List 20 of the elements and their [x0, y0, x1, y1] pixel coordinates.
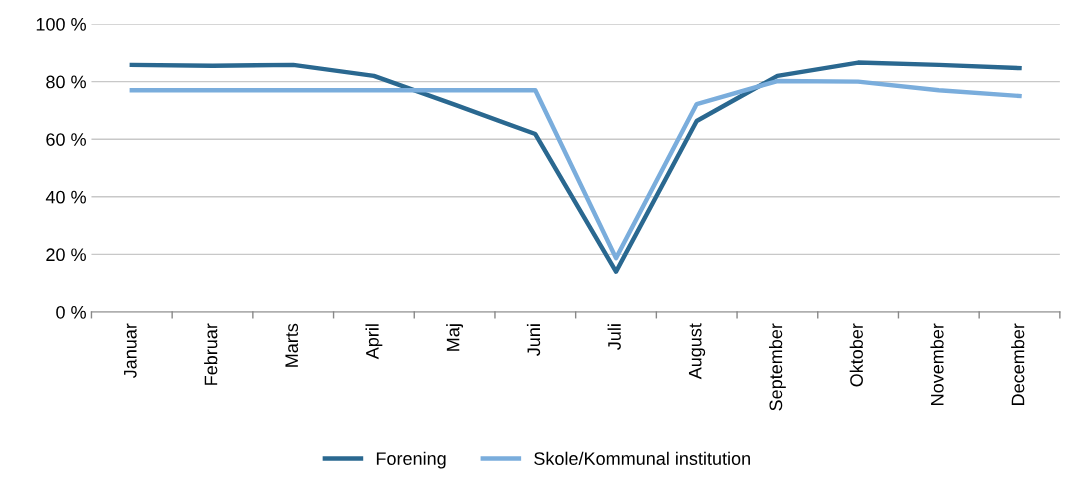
legend-label: Forening	[376, 451, 446, 469]
y-tick-label: 40 %	[45, 190, 86, 204]
y-tick-label: 100 %	[36, 17, 86, 31]
x-tick-label: December	[1011, 323, 1025, 405]
x-tick-label: Juli	[607, 324, 621, 350]
x-tick-label: Oktober	[849, 323, 863, 387]
y-tick-label: 80 %	[46, 75, 86, 89]
x-tick-label: Juni	[526, 324, 541, 356]
x-tick-label: Januar	[124, 323, 137, 379]
x-tick-label: September	[768, 323, 786, 411]
y-tick-label: 20 %	[46, 248, 86, 262]
x-tick-label: November	[930, 323, 944, 405]
x-tick-label: Marts	[285, 323, 299, 367]
y-tick-label: 0 %	[56, 305, 86, 319]
legend-label: Skole/Kommunal institution	[534, 451, 750, 465]
x-tick-label: April	[365, 324, 383, 360]
x-tick-label: August	[688, 323, 706, 380]
y-tick-label: 60 %	[46, 133, 86, 146]
x-tick-label: Maj	[446, 324, 464, 351]
x-tick-label: Februar	[204, 323, 218, 385]
